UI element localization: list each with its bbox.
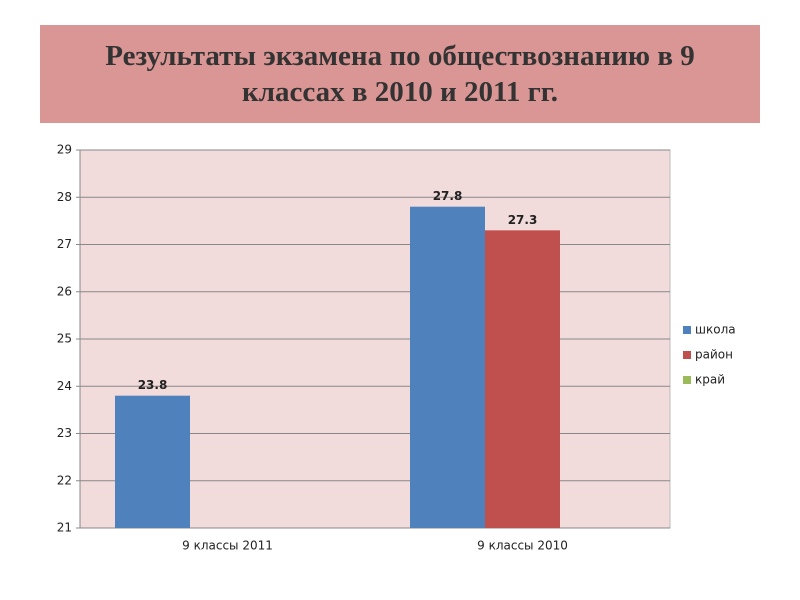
- legend-swatch: [683, 351, 691, 359]
- value-label: 27.3: [508, 213, 538, 227]
- bar: [485, 230, 560, 528]
- y-tick-label: 29: [57, 143, 72, 157]
- y-tick-label: 25: [57, 332, 72, 346]
- value-label: 27.8: [433, 189, 463, 203]
- x-tick-label: 9 классы 2010: [477, 539, 568, 553]
- legend-label: район: [695, 348, 733, 362]
- x-tick-label: 9 классы 2011: [182, 539, 273, 553]
- chart-title: Результаты экзамена по обществознанию в …: [105, 40, 695, 108]
- title-banner: Результаты экзамена по обществознанию в …: [40, 25, 760, 123]
- y-tick-label: 26: [57, 284, 72, 298]
- y-tick-label: 22: [57, 473, 72, 487]
- y-tick-label: 24: [57, 379, 72, 393]
- y-tick-label: 23: [57, 426, 72, 440]
- bar: [410, 206, 485, 528]
- legend-label: школа: [695, 323, 736, 337]
- legend-swatch: [683, 326, 691, 334]
- y-tick-label: 21: [57, 521, 72, 535]
- y-tick-label: 27: [57, 237, 72, 251]
- value-label: 23.8: [138, 378, 168, 392]
- bar: [115, 395, 190, 528]
- y-tick-label: 28: [57, 190, 72, 204]
- legend-label: край: [695, 373, 725, 387]
- legend-swatch: [683, 376, 691, 384]
